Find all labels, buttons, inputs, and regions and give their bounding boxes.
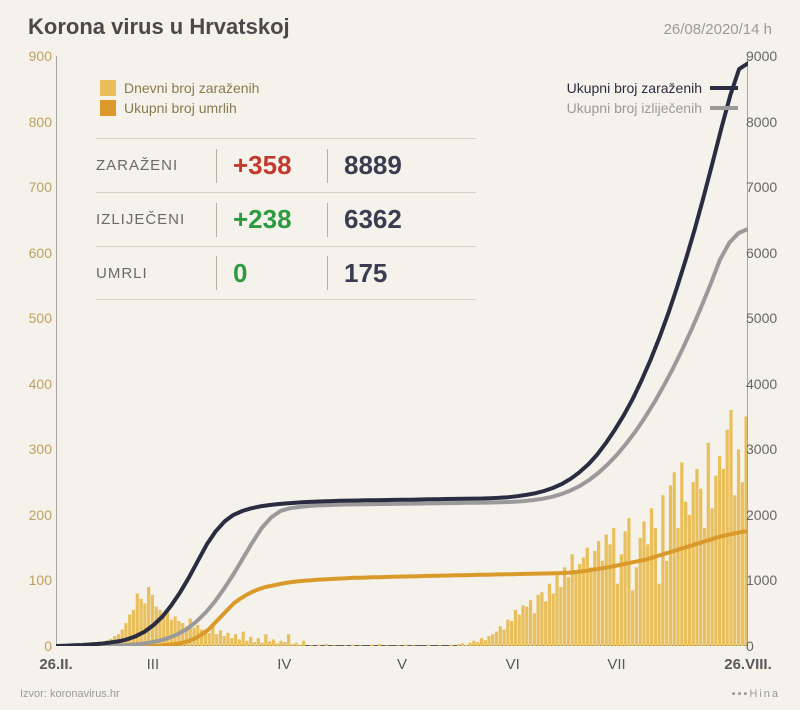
- y-right-tick: 7000: [746, 179, 786, 195]
- y-right-tick: 5000: [746, 310, 786, 326]
- x-axis-tick: V: [397, 656, 407, 673]
- footer: Izvor: koronavirus.hr ▪▪▪Hina: [20, 688, 780, 700]
- stats-row: IZLIJEČENI+2386362: [96, 192, 476, 246]
- y-right-tick: 6000: [746, 245, 786, 261]
- y-left-tick: 300: [20, 441, 52, 457]
- stats-label: IZLIJEČENI: [96, 211, 216, 228]
- legend-label: Ukupni broj izliječenih: [567, 100, 702, 116]
- stats-delta: +238: [217, 204, 327, 235]
- x-axis-tick: VI: [506, 656, 520, 673]
- logo: ▪▪▪Hina: [732, 688, 780, 700]
- chart-canvas: Korona virus u Hrvatskoj 26/08/2020/14 h…: [0, 0, 800, 710]
- y-left-tick: 200: [20, 507, 52, 523]
- stats-label: UMRLI: [96, 265, 216, 282]
- stats-total: 6362: [328, 204, 402, 235]
- stats-total: 8889: [328, 150, 402, 181]
- legend-item: Dnevni broj zaraženih: [100, 80, 259, 96]
- y-left-tick: 700: [20, 179, 52, 195]
- stats-label: ZARAŽENI: [96, 157, 216, 174]
- y-right-tick: 1000: [746, 572, 786, 588]
- stats-total: 175: [328, 258, 387, 289]
- y-left-tick: 400: [20, 376, 52, 392]
- y-left-tick: 900: [20, 48, 52, 64]
- legend-item: Ukupni broj izliječenih: [567, 100, 738, 116]
- y-left-tick: 100: [20, 572, 52, 588]
- y-right-tick: 4000: [746, 376, 786, 392]
- x-axis-tick: 26.II.: [39, 656, 72, 673]
- source-label: Izvor: koronavirus.hr: [20, 688, 120, 700]
- stats-table: ZARAŽENI+3588889IZLIJEČENI+2386362UMRLI0…: [96, 138, 476, 300]
- y-right-tick: 3000: [746, 441, 786, 457]
- timestamp: 26/08/2020/14 h: [664, 21, 772, 38]
- legend-item: Ukupni broj zaraženih: [567, 80, 738, 96]
- x-axis-tick: IV: [277, 656, 291, 673]
- legend-label: Ukupni broj umrlih: [124, 100, 237, 116]
- y-left-tick: 800: [20, 114, 52, 130]
- y-right-tick: 8000: [746, 114, 786, 130]
- y-right-tick: 2000: [746, 507, 786, 523]
- x-axis-tick: VII: [607, 656, 625, 673]
- legend-swatch: [710, 106, 738, 110]
- legend-swatch: [710, 86, 738, 90]
- x-axis-tick: III: [147, 656, 160, 673]
- y-left-tick: 0: [20, 638, 52, 654]
- stats-row: UMRLI0175: [96, 246, 476, 300]
- legend-right: Ukupni broj zaraženih Ukupni broj izliječ…: [567, 80, 738, 120]
- y-right-tick: 9000: [746, 48, 786, 64]
- y-left-tick: 600: [20, 245, 52, 261]
- legend-swatch: [100, 80, 116, 96]
- y-left-tick: 500: [20, 310, 52, 326]
- x-axis-tick: 26.VIII.: [724, 656, 772, 673]
- stats-delta: 0: [217, 258, 327, 289]
- legend-label: Ukupni broj zaraženih: [567, 80, 702, 96]
- stats-row: ZARAŽENI+3588889: [96, 138, 476, 192]
- legend-label: Dnevni broj zaraženih: [124, 80, 259, 96]
- y-right-tick: 0: [746, 638, 786, 654]
- legend-item: Ukupni broj umrlih: [100, 100, 259, 116]
- legend-left: Dnevni broj zaraženih Ukupni broj umrlih: [100, 80, 259, 120]
- header: Korona virus u Hrvatskoj 26/08/2020/14 h: [28, 14, 772, 40]
- legend-swatch: [100, 100, 116, 116]
- stats-delta: +358: [217, 150, 327, 181]
- page-title: Korona virus u Hrvatskoj: [28, 14, 290, 40]
